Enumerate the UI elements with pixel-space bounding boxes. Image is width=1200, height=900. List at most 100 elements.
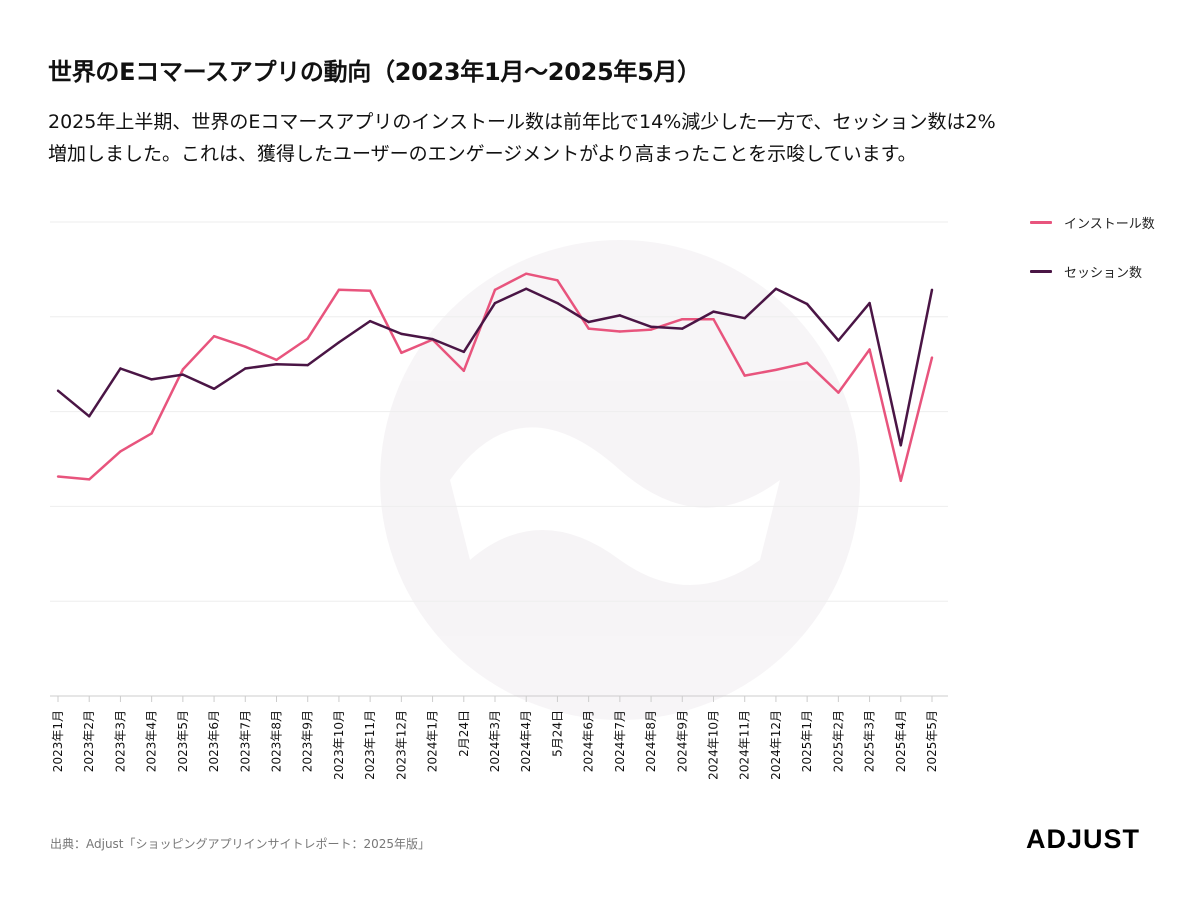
data-point-sessions (181, 373, 185, 376)
data-point-installs (837, 391, 840, 394)
x-tick-label: 2024年9月 (675, 710, 689, 772)
series-lines (56, 272, 934, 483)
x-tick-label: 2025年2月 (831, 710, 845, 772)
data-point-sessions (56, 389, 60, 392)
x-tick-label: 2025年4月 (894, 710, 908, 772)
data-point-installs (712, 317, 715, 321)
data-point-sessions (805, 302, 809, 306)
data-point-installs (368, 289, 372, 292)
adjust-logo: ADJUST (1026, 824, 1141, 854)
data-point-sessions (649, 325, 653, 328)
data-point-sessions (681, 327, 684, 330)
legend-label-sessions: セッション数 (1064, 265, 1143, 281)
x-tick-label: 2023年2月 (82, 710, 96, 772)
legend-swatch-installs (1030, 220, 1052, 224)
data-point-installs (774, 368, 778, 372)
x-tick-label: 2025年5月 (925, 710, 939, 772)
data-point-sessions (244, 367, 247, 370)
x-tick-label: 2024年11月 (738, 710, 752, 780)
data-point-sessions (587, 320, 590, 324)
data-point-sessions (556, 301, 559, 305)
data-point-sessions (525, 287, 528, 291)
adjust-watermark-logo (380, 240, 860, 720)
subtitle-line-1: 2025年上半期、世界のEコマースアプリのインストール数は前年比で14%減少した… (48, 111, 996, 133)
data-point-installs (681, 317, 684, 321)
chart-title: 世界のEコマースアプリの動向（2023年1月〜2025年5月） (48, 58, 701, 86)
data-point-installs (244, 345, 247, 348)
x-tick-label: 2023年8月 (270, 710, 284, 772)
data-point-sessions (899, 444, 902, 447)
x-tick-label: 2024年1月 (426, 710, 440, 772)
gridlines (50, 221, 948, 697)
data-point-installs (56, 475, 60, 478)
data-point-sessions (337, 341, 341, 344)
data-point-installs (462, 369, 465, 373)
legend-label-installs: インストール数 (1064, 216, 1155, 232)
x-tick-label: 2025年3月 (863, 710, 877, 772)
legend-item-installs: インストール数 (1030, 212, 1195, 232)
x-tick-label: 2月24日 (457, 710, 471, 757)
data-point-sessions (493, 301, 497, 305)
x-tick-label: 2023年4月 (145, 710, 159, 772)
data-point-installs (306, 337, 309, 340)
data-point-sessions (212, 387, 216, 391)
chart-subtitle: 2025年上半期、世界のEコマースアプリのインストール数は前年比で14%減少した… (48, 106, 1158, 170)
data-point-installs (649, 328, 653, 331)
data-point-installs (212, 335, 216, 338)
x-tick-label: 2024年6月 (582, 710, 596, 772)
data-point-installs (400, 351, 403, 355)
data-point-installs (525, 272, 528, 275)
data-point-installs (275, 358, 278, 362)
legend-item-sessions: セッション数 (1030, 261, 1195, 281)
data-point-sessions (119, 367, 122, 370)
source-note: 出典：Adjust「ショッピングアプリインサイトレポート：2025年版」 (50, 837, 431, 851)
data-point-sessions (743, 317, 746, 320)
x-tick-label: 2025年1月 (800, 710, 814, 772)
data-point-installs (743, 374, 746, 377)
x-tick-label: 5月24日 (550, 710, 564, 757)
data-point-sessions (837, 339, 840, 342)
x-tick-label: 2023年9月 (301, 710, 315, 772)
x-tick-label: 2023年5月 (176, 710, 190, 772)
data-point-sessions (618, 314, 622, 317)
data-point-installs (181, 368, 185, 371)
data-point-sessions (88, 415, 91, 418)
x-axis: 2023年1月 2023年2月 2023年3月 2023年4月 2023年5月 2023年… (51, 696, 939, 780)
x-tick-label: 2024年7月 (613, 710, 627, 772)
data-point-installs (805, 361, 809, 364)
data-point-installs (899, 479, 902, 483)
data-point-sessions (368, 319, 372, 323)
subtitle-line-2: 増加しました。これは、獲得したユーザーのエンゲージメントがより高まったことを示唆… (48, 143, 917, 165)
data-point-sessions (868, 301, 871, 305)
x-tick-label: 2023年10月 (332, 710, 346, 780)
x-tick-label: 2024年8月 (644, 710, 658, 772)
data-point-installs (493, 288, 497, 291)
data-point-sessions (400, 332, 403, 336)
data-point-installs (88, 478, 91, 481)
x-tick-label: 2023年12月 (394, 710, 408, 780)
data-point-sessions (150, 378, 153, 381)
x-tick-label: 2023年3月 (113, 710, 127, 772)
x-tick-label: 2024年4月 (519, 710, 533, 772)
data-point-sessions (275, 363, 278, 366)
data-point-sessions (462, 350, 465, 354)
x-tick-label: 2023年6月 (207, 710, 221, 772)
data-point-sessions (774, 287, 778, 291)
x-tick-label: 2023年1月 (51, 710, 65, 772)
x-tick-label: 2023年11月 (363, 710, 377, 780)
data-point-installs (337, 288, 341, 291)
data-point-installs (150, 432, 153, 435)
data-point-sessions (930, 288, 934, 291)
legend-swatch-sessions (1030, 269, 1052, 273)
data-point-installs (556, 279, 559, 282)
data-point-installs (618, 330, 622, 333)
data-point-installs (868, 348, 871, 351)
data-point-installs (930, 356, 934, 359)
data-point-sessions (431, 337, 434, 341)
x-tick-label: 2024年12月 (769, 710, 783, 780)
data-point-installs (119, 450, 122, 453)
x-tick-label: 2023年7月 (238, 710, 252, 772)
x-tick-label: 2024年10月 (707, 710, 721, 780)
x-tick-label: 2024年3月 (488, 710, 502, 772)
